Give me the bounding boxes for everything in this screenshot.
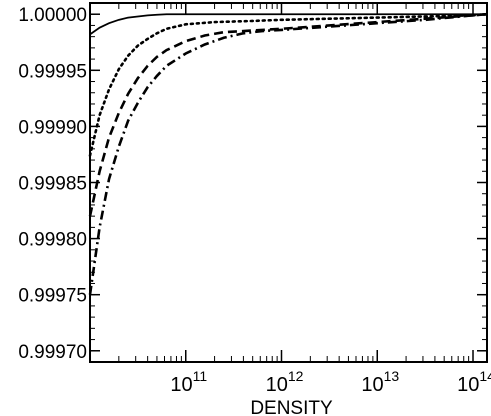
- x-tick-exponent: 14: [479, 368, 491, 384]
- series-line-dashdot: [88, 12, 488, 295]
- y-tick-label: 0.99990: [18, 117, 87, 138]
- x-tick-base: 10: [170, 374, 192, 396]
- x-tick-base: 10: [266, 374, 288, 396]
- x-tick-base: 10: [457, 374, 479, 396]
- x-tick-label: 1012: [266, 368, 304, 396]
- series-line-dotted: [88, 12, 489, 157]
- x-axis-label: DENSITY: [250, 398, 333, 416]
- x-tick-exponent: 11: [193, 368, 208, 384]
- series-layer: [88, 12, 489, 295]
- x-tick-exponent: 12: [288, 368, 304, 384]
- y-tick-label: 1.00000: [18, 5, 87, 26]
- y-tick-label: 0.99985: [18, 174, 87, 195]
- plot-frame: [89, 2, 488, 363]
- x-tick-exponent: 13: [384, 368, 400, 384]
- x-tick-base: 10: [361, 374, 383, 396]
- x-tick-label: 1014: [457, 368, 491, 396]
- x-tick-label: 1011: [170, 368, 207, 396]
- series-line-solid: [89, 13, 487, 36]
- series-line-dashed: [88, 12, 488, 217]
- y-tick-label: 0.99970: [18, 342, 87, 363]
- y-tick-label: 0.99995: [18, 61, 87, 82]
- x-tick-label: 1013: [361, 368, 399, 396]
- y-tick-label: 0.99980: [18, 230, 87, 251]
- y-tick-label: 0.99975: [18, 286, 87, 307]
